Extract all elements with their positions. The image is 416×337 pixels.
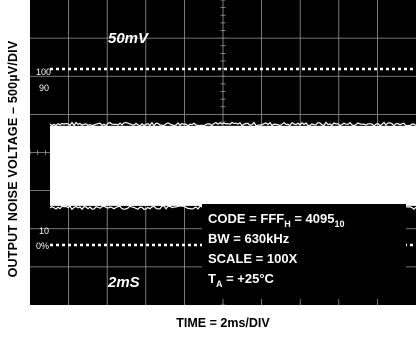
marker-100: 100	[36, 67, 51, 77]
info-box-bg	[202, 204, 406, 299]
channel-scale-label: 50mV	[108, 30, 150, 47]
y-axis-label: OUTPUT NOISE VOLTAGE – 500µV/DIV	[6, 40, 20, 278]
temperature-label: TA = +25°C	[208, 271, 275, 289]
time-scale-label: 2mS	[107, 274, 140, 291]
noise-trace	[49, 121, 416, 211]
noise-band	[50, 125, 416, 206]
bandwidth-label: BW = 630kHz	[208, 231, 290, 246]
x-axis-label: TIME = 2ms/DIV	[176, 316, 270, 330]
marker-90: 90	[39, 83, 49, 93]
marker-0: 0%	[36, 241, 49, 251]
scale-label: SCALE = 100X	[208, 251, 298, 266]
noise-edge-top	[49, 121, 416, 127]
code-label: CODE = FFFH = 409510	[208, 211, 344, 229]
marker-10: 10	[39, 226, 49, 236]
oscilloscope-screen: 50mV 2mS 100 90 10 0% CODE = FFFH = 4095…	[30, 0, 416, 305]
